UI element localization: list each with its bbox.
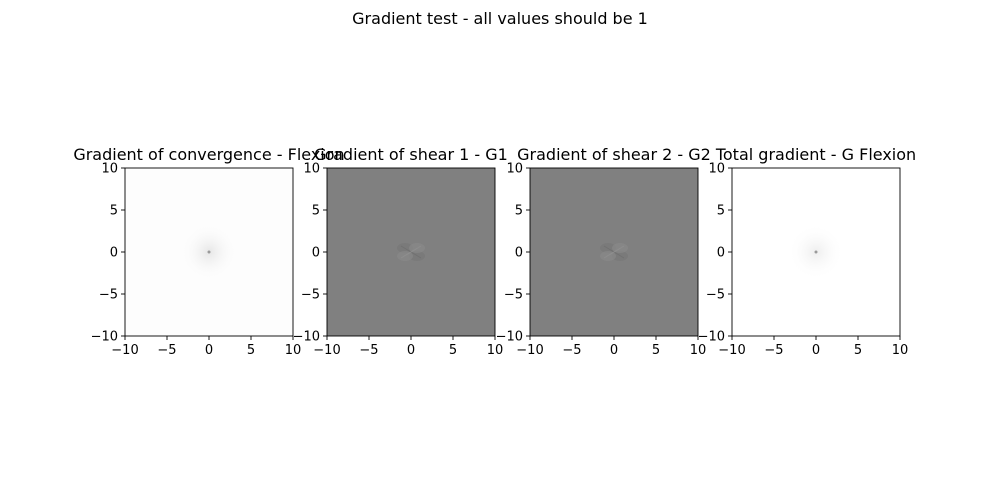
y-tick-label: −5 (706, 288, 725, 303)
y-tick-label: −10 (496, 330, 523, 345)
y-tick-label: −10 (91, 330, 118, 345)
y-tick-label: 5 (717, 204, 725, 219)
y-tick-label: 0 (717, 246, 725, 261)
heatmap-center-point (207, 250, 211, 254)
x-tick-label: −10 (516, 343, 543, 358)
y-tick-label: 0 (312, 246, 320, 261)
y-tick-label: −5 (504, 288, 523, 303)
x-tick-label: −5 (562, 343, 581, 358)
y-tick-label: 10 (708, 162, 725, 177)
x-tick-label: 0 (610, 343, 618, 358)
y-tick-label: 5 (312, 204, 320, 219)
y-tick-label: −10 (698, 330, 725, 345)
x-tick-label: 10 (487, 343, 504, 358)
x-tick-label: 10 (690, 343, 707, 358)
x-tick-label: 0 (812, 343, 820, 358)
subplot-title: Gradient of shear 1 - G1 (314, 145, 508, 164)
x-tick-label: −5 (157, 343, 176, 358)
subplot-title: Gradient of shear 2 - G2 (517, 145, 711, 164)
heatmap-center-point (814, 250, 818, 254)
y-tick-label: 10 (101, 162, 118, 177)
x-tick-label: −10 (718, 343, 745, 358)
y-tick-label: 10 (506, 162, 523, 177)
y-tick-label: 5 (110, 204, 118, 219)
x-tick-label: 10 (892, 343, 909, 358)
x-tick-label: −10 (313, 343, 340, 358)
x-tick-label: 5 (652, 343, 660, 358)
x-tick-label: −5 (359, 343, 378, 358)
heatmap-streak (603, 245, 625, 259)
subplot-title: Gradient of convergence - Flexion (73, 145, 344, 164)
heatmap-streak (400, 245, 422, 259)
y-tick-label: 0 (110, 246, 118, 261)
x-tick-label: −10 (111, 343, 138, 358)
y-tick-label: −5 (99, 288, 118, 303)
y-tick-label: −10 (293, 330, 320, 345)
subplot-title: Total gradient - G Flexion (715, 145, 916, 164)
y-tick-label: 10 (303, 162, 320, 177)
x-tick-label: 5 (854, 343, 862, 358)
y-tick-label: −5 (301, 288, 320, 303)
x-tick-label: 5 (247, 343, 255, 358)
y-tick-label: 5 (515, 204, 523, 219)
y-tick-label: 0 (515, 246, 523, 261)
x-tick-label: 5 (449, 343, 457, 358)
x-tick-label: 10 (285, 343, 302, 358)
x-tick-label: 0 (407, 343, 415, 358)
figure-suptitle: Gradient test - all values should be 1 (352, 9, 648, 28)
x-tick-label: 0 (205, 343, 213, 358)
x-tick-label: −5 (764, 343, 783, 358)
